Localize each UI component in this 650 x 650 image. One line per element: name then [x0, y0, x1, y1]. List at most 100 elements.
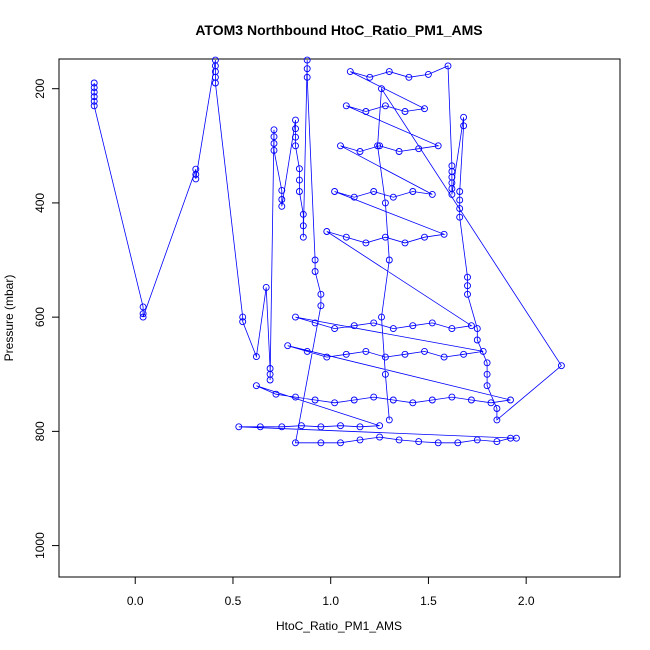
data-point — [395, 148, 403, 155]
data-point — [415, 438, 423, 446]
data-point — [317, 302, 325, 310]
data-point — [139, 303, 147, 311]
data-point — [557, 362, 565, 370]
data-point — [337, 422, 344, 430]
data-point — [421, 105, 428, 113]
data-point — [262, 283, 270, 291]
data-point — [317, 439, 325, 447]
x-tick-label: 2.0 — [518, 594, 535, 608]
data-point — [389, 325, 397, 333]
data-point — [356, 148, 364, 155]
data-point — [272, 390, 280, 398]
data-point — [323, 353, 331, 361]
data-point — [460, 350, 468, 358]
data-point — [385, 416, 393, 424]
data-point — [350, 396, 358, 404]
data-point — [252, 353, 260, 361]
data-point — [342, 350, 350, 358]
series-line — [93, 60, 562, 444]
data-point — [487, 399, 495, 407]
data-point — [299, 210, 307, 218]
plot-area — [90, 56, 565, 447]
data-point — [270, 126, 278, 134]
data-point — [139, 313, 147, 321]
data-point — [299, 222, 307, 230]
data-point — [415, 145, 423, 153]
data-point — [428, 396, 436, 404]
data-point — [331, 399, 339, 407]
data-point — [311, 268, 319, 275]
data-point — [456, 196, 464, 204]
data-point — [456, 213, 464, 221]
data-point — [311, 319, 319, 327]
data-point — [376, 422, 384, 430]
y-tick-label: 200 — [33, 78, 47, 98]
data-point — [376, 142, 384, 150]
data-point — [448, 190, 456, 198]
data-point — [440, 353, 448, 361]
data-point — [512, 434, 520, 442]
data-point — [356, 423, 364, 431]
data-point — [292, 313, 299, 321]
data-point — [473, 336, 481, 344]
data-point — [317, 290, 325, 298]
data-point — [292, 439, 299, 447]
y-tick-label: 1000 — [33, 532, 47, 559]
data-point — [239, 318, 247, 326]
data-point — [303, 347, 311, 355]
data-point — [90, 79, 98, 87]
y-axis-label: Pressure (mbar) — [2, 275, 16, 362]
data-point — [342, 233, 350, 241]
data-point — [434, 142, 442, 150]
chart-title: ATOM3 Northbound HtoC_Ratio_PM1_AMS — [195, 22, 482, 38]
y-axis: 200 400 600 800 1000 — [33, 78, 60, 559]
data-point — [460, 113, 468, 121]
data-point — [507, 396, 514, 404]
data-point — [440, 230, 448, 238]
data-point — [401, 239, 409, 247]
x-tick-label: 0.5 — [225, 594, 242, 608]
data-point — [464, 290, 471, 298]
data-point — [421, 347, 428, 355]
data-point — [252, 382, 260, 390]
data-point — [370, 188, 378, 195]
data-point — [297, 422, 305, 430]
data-point — [331, 188, 339, 195]
x-tick-label: 1.0 — [322, 594, 339, 608]
x-axis-label: HtoC_Ratio_PM1_AMS — [276, 619, 402, 633]
data-point — [378, 313, 385, 321]
y-tick-label: 800 — [33, 421, 47, 441]
data-point — [483, 382, 491, 390]
data-point — [434, 439, 442, 447]
data-point — [303, 65, 311, 73]
data-point — [256, 423, 264, 431]
data-point — [409, 399, 417, 407]
data-point — [292, 125, 299, 133]
plot-frame — [58, 58, 621, 578]
data-point — [493, 438, 501, 446]
data-point — [331, 325, 339, 333]
data-point — [311, 256, 319, 264]
data-point — [483, 359, 491, 367]
data-point — [409, 322, 417, 330]
data-point — [479, 347, 487, 355]
data-point — [278, 186, 286, 194]
data-point — [350, 322, 358, 330]
data-point — [409, 188, 417, 195]
data-point — [356, 436, 364, 444]
data-point — [317, 423, 325, 431]
data-point — [456, 188, 464, 195]
data-point — [278, 196, 286, 203]
data-point — [473, 436, 481, 444]
data-point — [381, 233, 389, 241]
data-point — [292, 142, 299, 150]
data-point — [342, 102, 350, 110]
data-point — [376, 433, 384, 441]
y-tick-label: 600 — [33, 307, 47, 327]
data-point — [90, 84, 98, 92]
data-point — [428, 190, 436, 198]
data-point — [278, 202, 286, 210]
data-point — [366, 73, 374, 81]
data-point — [295, 176, 303, 184]
